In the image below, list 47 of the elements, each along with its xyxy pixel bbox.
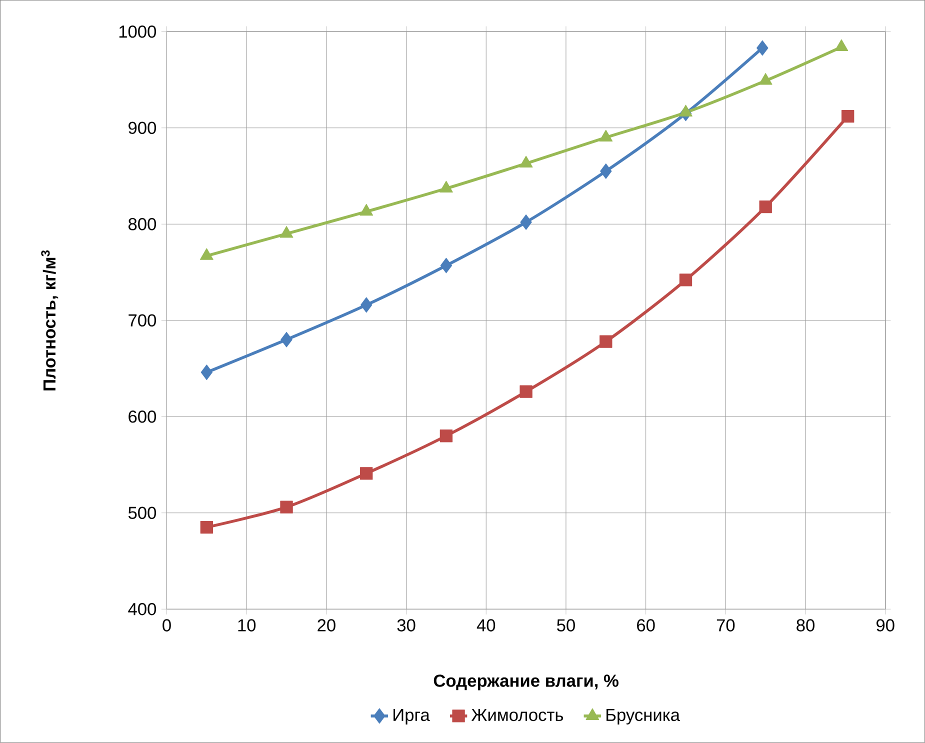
x-tick-label: 60	[637, 619, 655, 632]
point	[679, 274, 692, 286]
point	[280, 500, 293, 514]
x-tick-label: 70	[716, 619, 735, 632]
point	[756, 40, 768, 56]
point	[280, 332, 292, 348]
point	[759, 200, 772, 214]
point	[758, 73, 772, 85]
x-tick-label: 0	[162, 619, 171, 632]
x-axis-title: Содержание влаги, %	[434, 674, 618, 690]
x-tick-label: 40	[476, 619, 496, 632]
point	[200, 521, 214, 534]
point	[200, 364, 213, 380]
point	[360, 204, 374, 216]
point	[600, 164, 612, 179]
y-tick-label: 1000	[119, 26, 156, 38]
y-axis-title: Плотность, кг/м$^{3}$	[41, 250, 58, 390]
y-tick-label: 800	[128, 218, 156, 230]
point	[520, 214, 532, 230]
point	[599, 130, 613, 142]
point	[834, 39, 848, 52]
y-tick-label: 900	[128, 122, 156, 134]
x-tick-label: 20	[318, 619, 336, 632]
legend-label: Жимолость	[471, 709, 564, 722]
point	[200, 248, 214, 260]
x-tick-label: 90	[876, 619, 894, 632]
point	[280, 226, 294, 238]
x-tick-label: 10	[238, 619, 256, 632]
legend-label: Брусника	[606, 709, 680, 725]
point	[519, 156, 533, 168]
x-tick-label: 80	[796, 619, 814, 632]
point	[841, 110, 854, 123]
legend-label: Ирга	[394, 709, 430, 725]
point	[360, 467, 373, 480]
y-tick-label: 700	[128, 314, 156, 327]
y-tick-label: 600	[128, 410, 156, 423]
point	[440, 430, 453, 442]
point	[679, 104, 692, 117]
point	[520, 385, 532, 398]
point	[440, 180, 453, 193]
point	[360, 297, 372, 313]
point	[600, 335, 612, 348]
point	[440, 258, 452, 274]
y-tick-label: 500	[128, 506, 156, 520]
y-tick-label: 400	[128, 603, 156, 616]
x-tick-label: 50	[557, 619, 575, 632]
x-tick-label: 30	[397, 619, 416, 632]
